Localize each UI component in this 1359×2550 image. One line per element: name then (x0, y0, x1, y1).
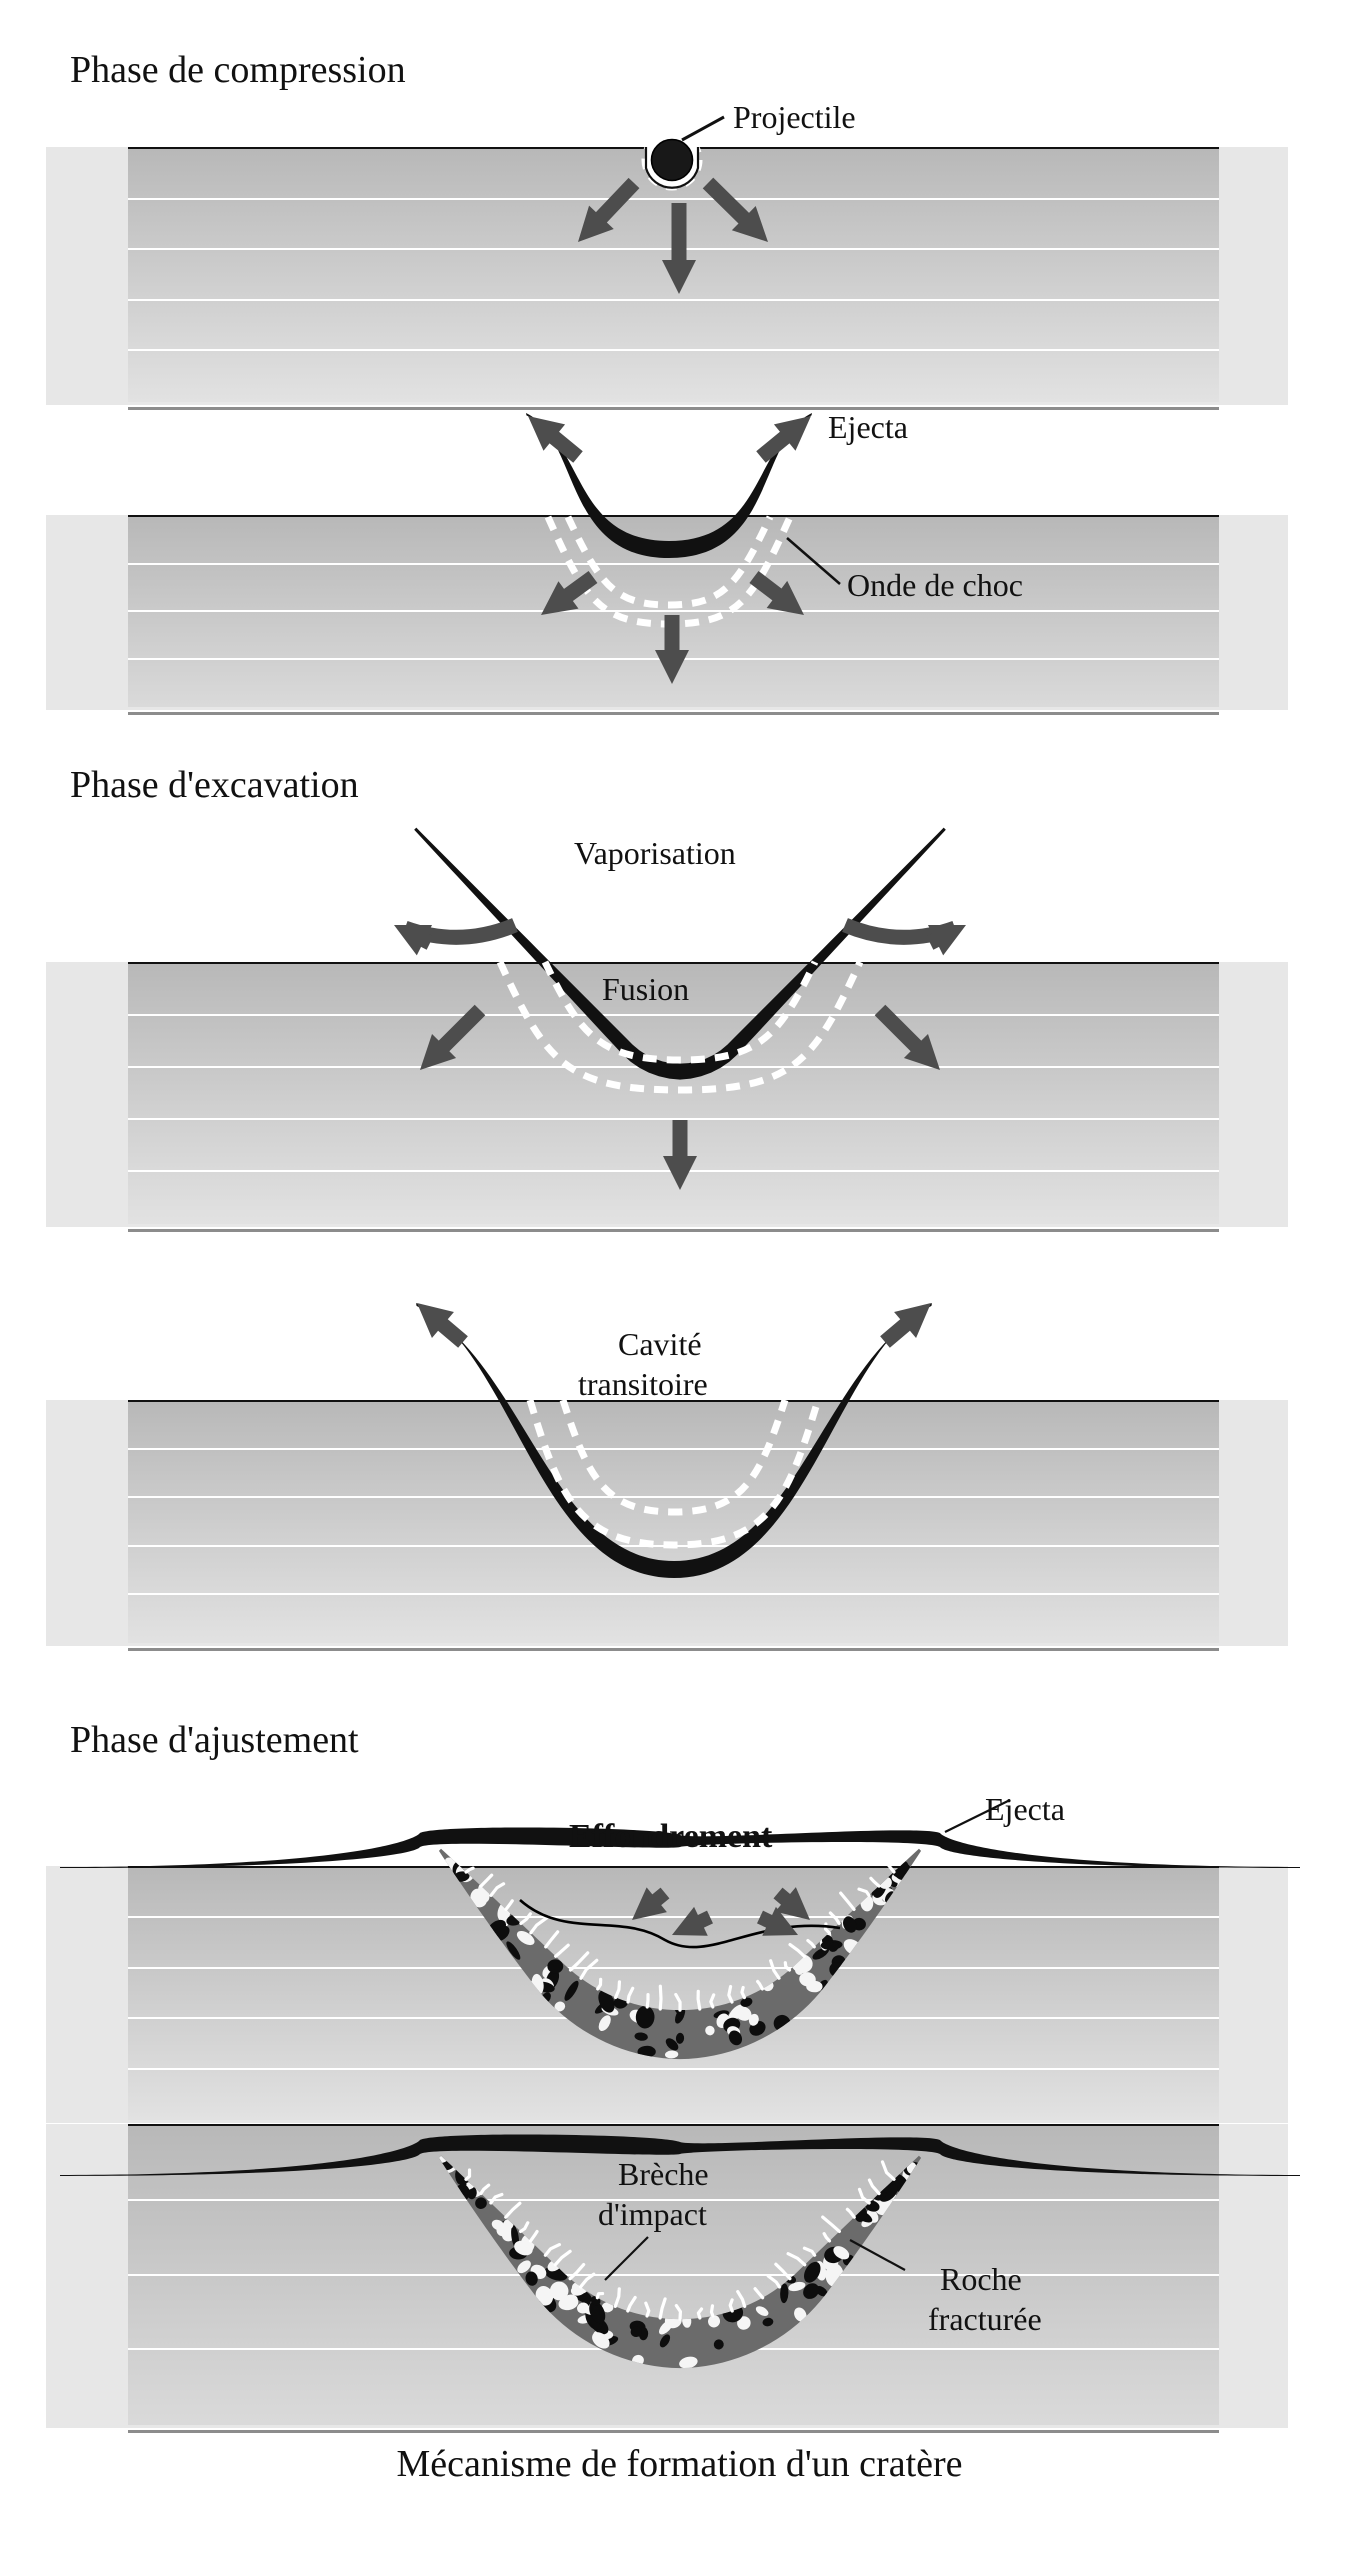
svg-text:Projectile: Projectile (733, 99, 856, 135)
svg-text:transitoire: transitoire (578, 1366, 708, 1402)
svg-text:Ejecta: Ejecta (828, 409, 908, 445)
svg-text:d'impact: d'impact (598, 2196, 707, 2232)
svg-text:Roche: Roche (940, 2261, 1022, 2297)
svg-text:Onde de choc: Onde de choc (847, 567, 1023, 603)
svg-text:Fusion: Fusion (602, 971, 689, 1007)
svg-text:Brèche: Brèche (618, 2156, 709, 2192)
svg-text:Effondrement: Effondrement (569, 1818, 773, 1855)
svg-text:Ejecta: Ejecta (985, 1791, 1065, 1827)
svg-text:Vaporisation: Vaporisation (574, 835, 736, 871)
svg-text:Cavité: Cavité (618, 1326, 702, 1362)
svg-text:fracturée: fracturée (928, 2301, 1042, 2337)
